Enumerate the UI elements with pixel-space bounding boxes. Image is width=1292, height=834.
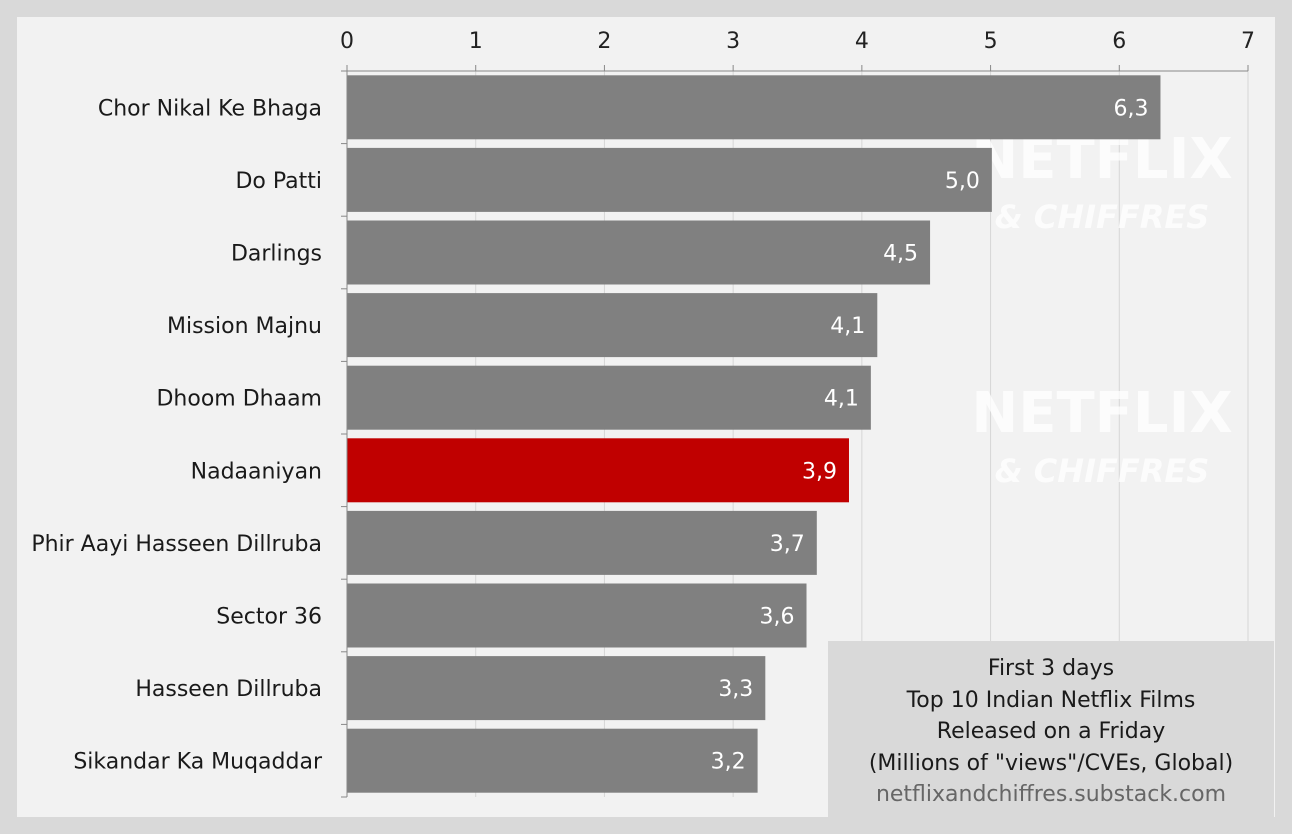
bar: [347, 365, 871, 430]
x-tick-label: 2: [597, 29, 611, 54]
source-credit: netflixandchiffres.substack.com: [875, 782, 1227, 807]
x-tick-label: 7: [1241, 29, 1255, 54]
caption-line-scope: Released on a Friday: [936, 719, 1166, 744]
chart-caption: First 3 days Top 10 Indian Netflix Films…: [828, 641, 1274, 817]
category-label: Phir Aayi Hasseen Dillruba: [31, 532, 322, 557]
bar: [347, 656, 766, 721]
value-label: 3,6: [760, 605, 795, 630]
x-tick-label: 6: [1112, 29, 1126, 54]
bar: [347, 583, 807, 648]
value-label: 3,9: [802, 459, 837, 484]
bar: [347, 438, 849, 503]
value-label: 3,7: [770, 532, 805, 557]
category-label: Chor Nikal Ke Bhaga: [98, 96, 322, 121]
value-label: 3,3: [718, 677, 753, 702]
watermark-brand: NETFLIX: [971, 381, 1232, 446]
category-label: Sector 36: [216, 605, 322, 630]
bars: [347, 75, 1161, 793]
category-label: Dhoom Dhaam: [156, 387, 322, 412]
category-label: Hasseen Dillruba: [135, 677, 322, 702]
bar: [347, 510, 817, 575]
value-labels: 6,3 5,0 4,5 4,1 4,1 3,9 3,7 3,6 3,3 3,2: [711, 96, 1149, 774]
x-tick-label: 3: [726, 29, 740, 54]
category-label: Sikandar Ka Muqaddar: [73, 750, 323, 775]
caption-line-period: First 3 days: [987, 656, 1115, 681]
value-label: 4,1: [830, 314, 865, 339]
bar: [347, 293, 878, 358]
x-tick-label: 1: [469, 29, 483, 54]
bar: [347, 728, 758, 793]
watermark-tagline: & CHIFFRES: [995, 198, 1209, 236]
bar: [347, 75, 1161, 140]
value-label: 4,1: [824, 387, 859, 412]
value-label: 4,5: [883, 242, 918, 267]
x-tick-label: 5: [984, 29, 998, 54]
x-tick-label: 4: [855, 29, 869, 54]
x-axis: 0 1 2 3 4 5 6 7: [340, 29, 1255, 798]
watermark-tagline: & CHIFFRES: [995, 452, 1209, 490]
bar: [347, 147, 992, 212]
bar: [347, 220, 931, 285]
category-label: Darlings: [231, 242, 322, 267]
x-tick-label: 0: [340, 29, 354, 54]
value-label: 6,3: [1113, 96, 1148, 121]
category-label: Nadaaniyan: [191, 459, 322, 484]
category-labels: Chor Nikal Ke Bhaga Do Patti Darlings Missi…: [31, 96, 323, 774]
category-label: Mission Majnu: [167, 314, 322, 339]
caption-line-unit: (Millions of "views"/CVEs, Global): [868, 750, 1234, 776]
value-label: 5,0: [945, 169, 980, 194]
caption-line-title: Top 10 Indian Netflix Films: [906, 687, 1196, 713]
value-label: 3,2: [711, 750, 746, 775]
category-label: Do Patti: [235, 169, 322, 194]
